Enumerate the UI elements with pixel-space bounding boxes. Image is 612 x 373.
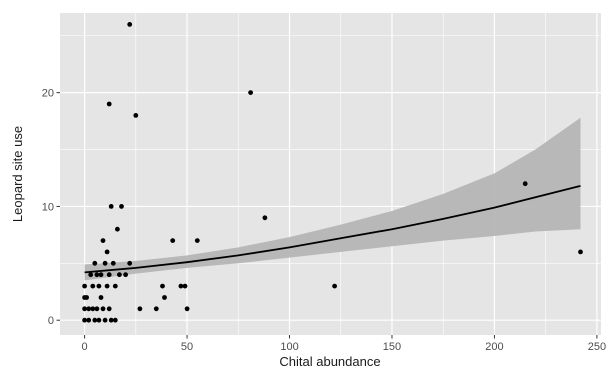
data-point bbox=[96, 317, 102, 323]
data-point bbox=[104, 249, 110, 255]
data-point bbox=[86, 317, 92, 323]
minor-gridlines bbox=[60, 13, 601, 335]
data-point bbox=[578, 249, 583, 255]
data-point bbox=[90, 283, 96, 289]
x-tick-label: 0 bbox=[82, 341, 88, 353]
data-point bbox=[98, 295, 104, 300]
data-point bbox=[184, 306, 190, 312]
data-point bbox=[102, 317, 108, 323]
data-point bbox=[160, 283, 165, 289]
data-point bbox=[94, 272, 100, 278]
data-point bbox=[194, 238, 200, 244]
data-point bbox=[162, 295, 167, 300]
data-point bbox=[82, 306, 87, 312]
data-point bbox=[178, 283, 184, 289]
x-axis-title: Chital abundance bbox=[279, 354, 380, 369]
data-point bbox=[108, 317, 114, 323]
fit-line bbox=[84, 185, 581, 274]
data-point bbox=[117, 272, 122, 278]
data-point bbox=[182, 283, 188, 289]
confidence-band bbox=[84, 117, 581, 281]
data-point bbox=[104, 283, 110, 289]
data-point bbox=[110, 260, 116, 266]
confidence-band-layer bbox=[84, 117, 581, 281]
data-point bbox=[153, 306, 159, 312]
data-point bbox=[112, 283, 118, 289]
data-point bbox=[170, 238, 176, 244]
y-axis-title: Leopard site use bbox=[10, 126, 25, 222]
data-point bbox=[262, 215, 268, 221]
x-axis-ticks: 0 50 100 150 200 250 bbox=[82, 335, 606, 353]
data-point bbox=[82, 317, 87, 323]
x-tick-label: 150 bbox=[383, 341, 401, 353]
points-layer bbox=[82, 22, 583, 323]
data-point bbox=[106, 272, 112, 278]
y-tick-label: 20 bbox=[42, 88, 54, 100]
y-axis-ticks: 0 10 20 bbox=[42, 88, 60, 327]
data-point bbox=[123, 272, 128, 278]
y-tick-label: 0 bbox=[48, 315, 54, 327]
data-point bbox=[102, 260, 108, 266]
data-point bbox=[137, 306, 143, 312]
data-point bbox=[522, 181, 528, 187]
x-tick-label: 100 bbox=[280, 341, 298, 353]
data-point bbox=[98, 272, 104, 278]
data-point bbox=[92, 317, 98, 323]
major-gridlines bbox=[60, 13, 601, 335]
data-point bbox=[112, 317, 118, 323]
data-point bbox=[133, 113, 139, 118]
x-tick-label: 50 bbox=[181, 341, 193, 353]
data-point bbox=[119, 204, 124, 209]
data-point bbox=[106, 101, 112, 107]
data-point bbox=[248, 90, 254, 95]
y-tick-label: 10 bbox=[42, 201, 54, 213]
data-point bbox=[84, 295, 89, 300]
data-point bbox=[92, 260, 98, 266]
data-point bbox=[94, 306, 100, 312]
data-point bbox=[90, 306, 96, 312]
data-point bbox=[127, 260, 133, 266]
data-point bbox=[86, 306, 92, 312]
fit-line-layer bbox=[84, 185, 581, 274]
data-point bbox=[100, 306, 106, 312]
data-point bbox=[332, 283, 337, 289]
data-point bbox=[108, 204, 114, 209]
data-point bbox=[82, 283, 87, 289]
data-point bbox=[106, 306, 112, 312]
data-point bbox=[96, 283, 102, 289]
x-tick-label: 200 bbox=[485, 341, 503, 353]
data-point bbox=[88, 272, 94, 278]
x-tick-label: 250 bbox=[588, 341, 606, 353]
data-point bbox=[115, 226, 120, 232]
data-point bbox=[127, 22, 133, 27]
data-point bbox=[100, 238, 106, 244]
